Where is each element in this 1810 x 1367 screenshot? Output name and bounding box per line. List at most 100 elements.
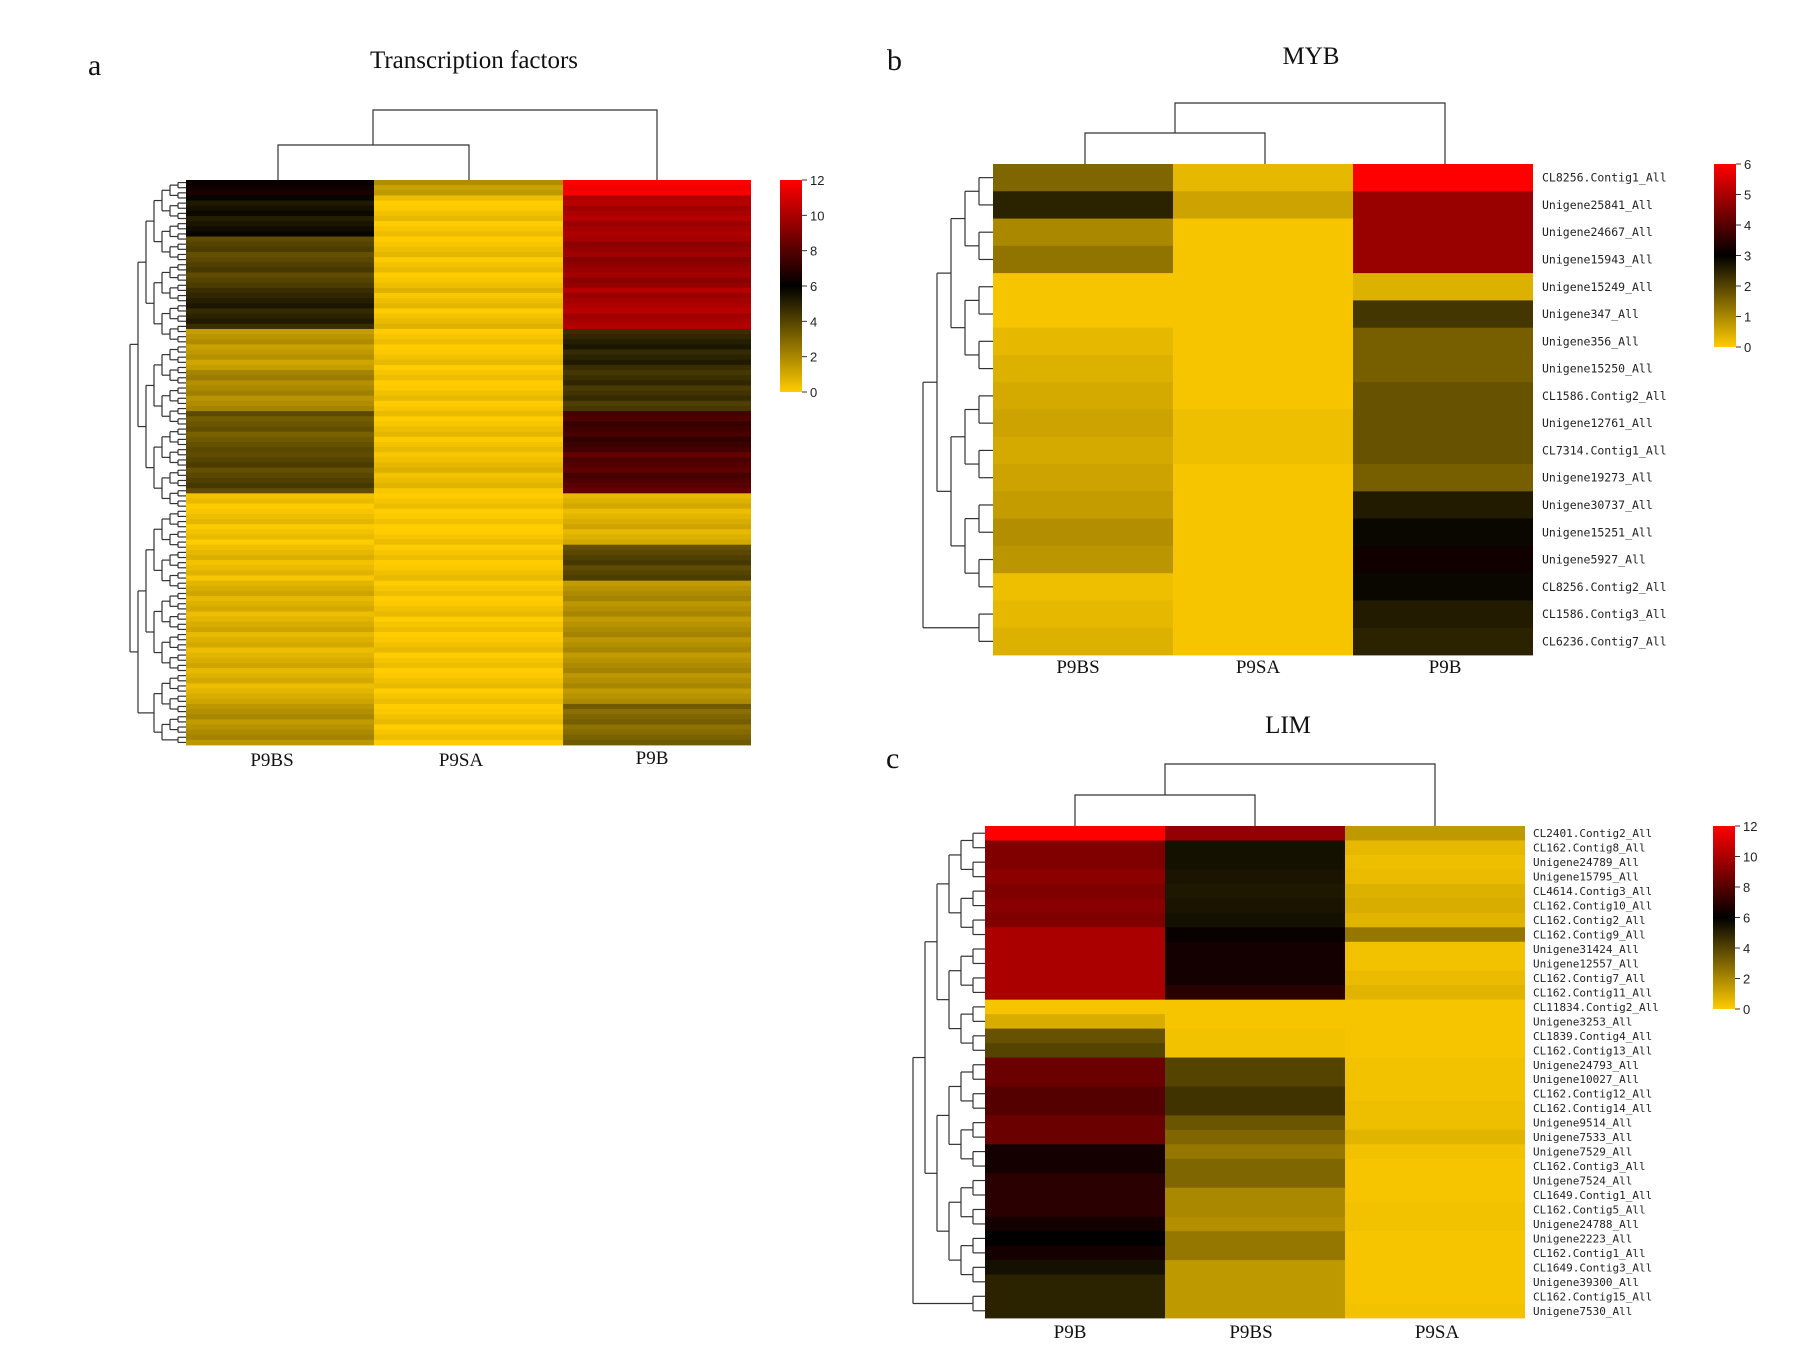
heatmap-cell xyxy=(186,251,374,258)
heatmap-cell xyxy=(563,729,751,736)
colorbar-tick-label: 3 xyxy=(1744,249,1751,264)
heatmap-cell xyxy=(186,226,374,232)
heatmap-cell xyxy=(985,1173,1165,1189)
heatmap-cell xyxy=(563,298,751,304)
heatmap-cell xyxy=(374,236,563,243)
heatmap-cell xyxy=(186,436,374,443)
heatmap-cell xyxy=(985,883,1165,899)
heatmap-cell xyxy=(563,452,751,458)
heatmap-cell xyxy=(563,519,751,525)
heatmap-cell xyxy=(186,580,374,587)
heatmap-cell xyxy=(563,406,751,412)
heatmap-cell xyxy=(186,200,374,207)
heatmap-cell xyxy=(1345,1144,1525,1160)
row-label: Unigene39300_All xyxy=(1533,1276,1639,1289)
heatmap-cell xyxy=(563,703,751,710)
heatmap-cell xyxy=(374,400,563,407)
heatmap-cell xyxy=(186,585,374,592)
heatmap-cell xyxy=(186,724,374,730)
heatmap-cell xyxy=(374,734,563,741)
heatmap-cell xyxy=(563,370,751,376)
heatmap-cell xyxy=(563,575,751,582)
heatmap-cell xyxy=(1353,409,1533,438)
heatmap-cell xyxy=(374,215,563,222)
heatmap-cell xyxy=(186,621,374,628)
heatmap-cell xyxy=(186,524,374,530)
heatmap-cell xyxy=(563,354,751,361)
heatmap-cell xyxy=(1353,245,1533,274)
col-dendro-branch xyxy=(1174,102,1446,164)
heatmap-cell xyxy=(1353,600,1533,629)
heatmap-cell xyxy=(1345,941,1525,957)
heatmap-cell xyxy=(186,560,374,566)
heatmap-cell xyxy=(563,611,751,617)
heatmap-cell xyxy=(993,436,1173,465)
row-label: CL1586.Contig3_All xyxy=(1542,607,1667,621)
heatmap-cell xyxy=(563,431,751,438)
heatmap-cell xyxy=(1353,382,1533,410)
heatmap-cell xyxy=(563,657,751,664)
heatmap-cell xyxy=(186,477,374,484)
heatmap-cell xyxy=(1345,912,1525,928)
heatmap-cell xyxy=(1345,826,1525,841)
panel-c: c LIM CL2401.Contig2_All CL162.Contig8_Al… xyxy=(886,712,1757,1343)
heatmap-cell xyxy=(985,1216,1165,1232)
colorbar-tick-label: 12 xyxy=(1743,819,1757,834)
heatmap-cell xyxy=(374,272,563,278)
heatmap-cell xyxy=(186,246,374,253)
heatmap-cell xyxy=(186,303,374,309)
heatmap-cell xyxy=(374,462,563,469)
row-label: CL162.Contig8_All xyxy=(1533,842,1646,855)
heatmap-cell xyxy=(563,246,751,253)
heatmap-cell xyxy=(563,359,751,366)
heatmap-cell xyxy=(186,277,374,284)
colorbar-tick-label: 2 xyxy=(810,350,817,365)
row-label: Unigene15249_All xyxy=(1542,280,1653,294)
heatmap-cell xyxy=(1353,327,1533,356)
col-label: P9SA xyxy=(1236,657,1281,678)
heatmap-cell xyxy=(374,328,563,335)
heatmap-cell xyxy=(186,529,374,535)
heatmap-cell xyxy=(1165,1158,1345,1174)
heatmap-cell xyxy=(186,534,374,540)
heatmap-cell xyxy=(985,1014,1165,1029)
heatmap-cell xyxy=(985,1187,1165,1203)
panel-b-row-dendrogram xyxy=(922,177,993,642)
heatmap-cell xyxy=(374,334,563,340)
heatmap-cell xyxy=(985,1245,1165,1261)
heatmap-cell xyxy=(374,390,563,397)
heatmap-cell xyxy=(186,678,374,684)
heatmap-cell xyxy=(186,390,374,397)
heatmap-cell xyxy=(985,1289,1165,1304)
heatmap-cell xyxy=(186,426,374,433)
heatmap-cell xyxy=(374,590,563,597)
heatmap-cell xyxy=(186,308,374,314)
heatmap-cell xyxy=(186,703,374,710)
heatmap-cell xyxy=(563,447,751,453)
heatmap-cell xyxy=(186,549,374,556)
heatmap-cell xyxy=(563,673,751,679)
row-label: CL162.Contig11_All xyxy=(1533,986,1652,999)
col-dendro-branch xyxy=(277,144,470,180)
row-label: CL162.Contig13_All xyxy=(1533,1044,1652,1057)
heatmap-cell xyxy=(1345,1173,1525,1189)
heatmap-cell xyxy=(1345,1014,1525,1029)
row-label: Unigene31424_All xyxy=(1533,943,1639,956)
heatmap-cell xyxy=(374,406,563,412)
heatmap-cell xyxy=(186,652,374,659)
colorbar-gradient xyxy=(1714,164,1736,347)
row-label: Unigene12557_All xyxy=(1533,957,1639,970)
heatmap-cell xyxy=(374,282,563,289)
heatmap-cell xyxy=(186,328,374,335)
heatmap-cell xyxy=(563,364,751,371)
heatmap-cell xyxy=(374,380,563,386)
heatmap-cell xyxy=(374,277,563,284)
heatmap-cell xyxy=(374,251,563,258)
col-label: P9BS xyxy=(1056,657,1099,678)
heatmap-cell xyxy=(1345,898,1525,914)
heatmap-cell xyxy=(563,580,751,587)
heatmap-cell xyxy=(1173,573,1353,601)
heatmap-cell xyxy=(563,678,751,684)
heatmap-cell xyxy=(186,554,374,561)
